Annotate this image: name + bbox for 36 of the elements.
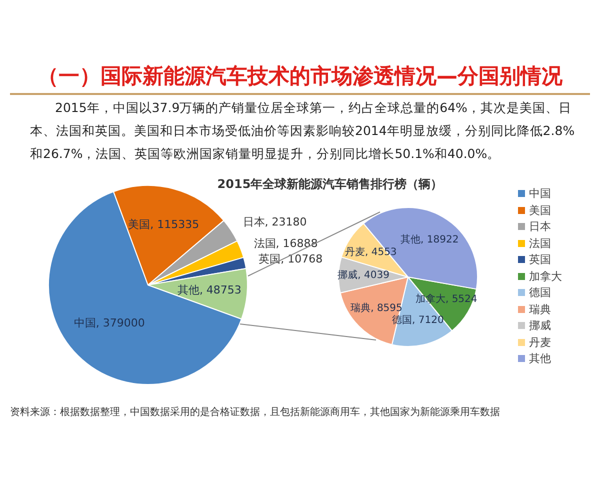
- legend-label: 英国: [528, 252, 552, 268]
- data-label: , 23180: [264, 216, 307, 229]
- legend-label: 德国: [528, 285, 552, 301]
- data-label: , 115335: [150, 218, 200, 232]
- slice-label: 德国: [392, 314, 412, 326]
- data-label: , 18922: [420, 234, 459, 246]
- chart-title: （一）国际新能源汽车技术的市场渗透情况—分国别情况: [10, 62, 590, 95]
- data-label: , 379000: [96, 316, 145, 330]
- slice-label: 挪威: [338, 269, 358, 282]
- data-label: , 7120: [412, 314, 444, 326]
- slice-label: 其他: [400, 233, 421, 246]
- legend-label: 法国: [528, 236, 552, 252]
- slice-label: 瑞典: [350, 302, 371, 314]
- data-label: , 4553: [364, 247, 397, 258]
- legend-label: 瑞典: [528, 302, 552, 318]
- slice-label: 其他: [177, 283, 200, 296]
- slice-label: 美国: [128, 218, 150, 232]
- legend-label: 其他: [528, 351, 552, 367]
- legend-label: 挪威: [528, 318, 552, 334]
- data-label: , 48753: [199, 283, 242, 296]
- slice-label: 日本: [242, 216, 265, 229]
- data-label: , 16888: [276, 236, 318, 250]
- slice-label: 中国: [74, 316, 96, 330]
- data-label: , 4039: [358, 270, 390, 282]
- chart-title: 2015年全球新能源汽车销售排行榜（辆）: [216, 176, 444, 193]
- text: 资料来源：根据数据整理，中国数据采用的是合格证数据，且包括新能源商用车，其他国家为新能源乘用车数据: [10, 406, 501, 419]
- data-label: , 10768: [280, 252, 323, 266]
- chart-subtitle: 2015年，中国以37.9万辆的产销量位居全球第一，约占全球总量的64%，其次是美国、日本、法国和英国。美国和日本市场受低油价等因素影响较2014年明显放缓，分别同比降低2.8%和26.7%，法国、英国等欧洲国家销量明显提升，分别同比增长50.1%和40.0%。: [30, 99, 575, 163]
- slice-label: 英国: [258, 252, 281, 266]
- legend-label: 日本: [528, 219, 552, 235]
- legend-label: 中国: [528, 186, 552, 202]
- slice-label: 丹麦: [344, 246, 365, 258]
- legend-label: 美国: [528, 202, 552, 218]
- legend-label: 丹麦: [528, 334, 552, 350]
- slice-label: 法国: [254, 236, 276, 250]
- legend-label: 加拿大: [528, 268, 563, 284]
